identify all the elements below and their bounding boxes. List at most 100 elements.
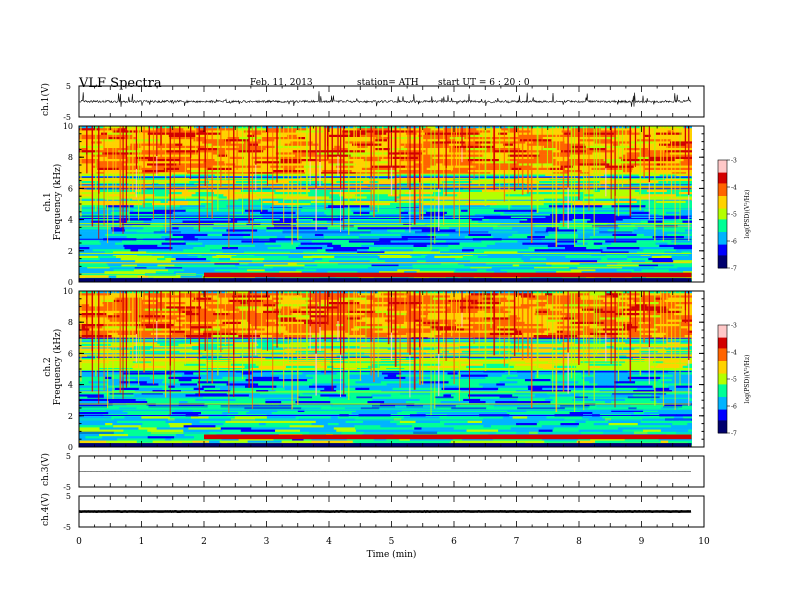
spectrogram-cell: [443, 192, 462, 195]
spectrogram-cell: [335, 165, 355, 169]
spectrogram-cell: [593, 189, 601, 193]
sferic-burst: [639, 291, 642, 376]
spectrogram-cell: [373, 383, 388, 386]
spectrogram-cell: [679, 394, 692, 397]
spectrogram-cell: [147, 132, 182, 136]
spectrogram-cell: [509, 363, 516, 367]
sferic-burst: [546, 291, 548, 336]
spectrogram-cell: [486, 139, 521, 142]
spectrogram-cell: [88, 308, 115, 312]
spectrogram-cell: [198, 218, 232, 221]
spectrogram-cell: [381, 236, 403, 239]
spectrogram-cell: [295, 401, 309, 404]
spectrogram-cell: [364, 416, 398, 419]
spectrogram-cell: [474, 214, 501, 217]
spectrogram-cell: [264, 317, 280, 320]
sferic-peak: [688, 126, 690, 196]
spectrogram-cell: [79, 141, 92, 144]
spectrogram-cell: [610, 440, 633, 444]
low-freq-floor: [79, 278, 692, 282]
spectrogram-cell: [670, 139, 692, 142]
spectrogram-cell: [681, 310, 692, 314]
spectrogram-cell: [352, 266, 369, 270]
spectrogram-cell: [678, 401, 692, 404]
sferic-peak: [445, 126, 447, 168]
spectrogram-cell: [573, 194, 581, 197]
spectrogram-cell: [281, 440, 312, 444]
spectrogram-cell: [166, 152, 199, 155]
spectrogram-cell: [679, 161, 692, 164]
spectrogram-cell: [288, 181, 299, 184]
spectrogram-cell: [511, 174, 522, 177]
sferic-peak: [394, 126, 396, 172]
spectrogram-cell: [134, 420, 167, 424]
spectrogram-cell: [298, 357, 319, 360]
spectrogram-cell: [322, 170, 353, 173]
spectrogram-cell: [89, 196, 123, 199]
spectrogram-cell: [501, 196, 538, 199]
spectrogram-cell: [198, 313, 214, 316]
spectrogram-cell: [114, 139, 134, 142]
spectrogram-cell: [223, 341, 258, 345]
spectrogram-cell: [411, 308, 447, 312]
spectrogram-cell: [643, 429, 662, 433]
colorbar-cell: [718, 386, 727, 389]
sferic-peak: [337, 126, 339, 157]
spectrogram-cell: [529, 240, 540, 243]
spectrogram-cell: [329, 192, 341, 195]
spectrogram-cell: [592, 412, 608, 415]
spectrogram-cell: [215, 156, 231, 160]
spectrogram-cell: [373, 141, 389, 144]
spectrogram-cell: [602, 249, 637, 252]
spectrogram-cell: [600, 128, 634, 131]
sferic-burst: [466, 291, 468, 324]
spectrogram-cell: [115, 387, 140, 391]
spectrogram-cell: [475, 291, 504, 294]
spectrogram-cell: [200, 317, 229, 320]
spectrogram-cell: [612, 392, 638, 395]
spectrogram-cell: [407, 159, 440, 162]
spectrogram-cell: [548, 247, 556, 250]
spectrogram-cell: [131, 240, 159, 243]
spectrogram-cell: [581, 308, 604, 312]
spectrogram-cell: [657, 409, 687, 413]
spectrogram-cell: [549, 255, 566, 259]
spectrogram-cell: [461, 192, 496, 195]
spectrogram-cell: [203, 332, 238, 336]
spectrogram-cell: [135, 379, 158, 382]
sferic-peak: [276, 126, 278, 160]
spectrogram-cell: [517, 176, 534, 180]
sferic-peak: [156, 291, 158, 322]
spectrogram-cell: [681, 412, 692, 415]
spectrogram-cell: [595, 269, 618, 272]
spectrogram-cell: [485, 163, 506, 166]
spectrogram-cell: [333, 203, 342, 206]
sferic-peak: [634, 291, 637, 316]
spectrogram-cell: [195, 128, 217, 131]
spectrogram-cell: [434, 409, 465, 413]
spectrogram-cell: [467, 209, 495, 213]
spectrogram-cell: [680, 209, 692, 213]
spectrogram-cell: [531, 341, 563, 345]
spectrogram-cell: [79, 392, 96, 395]
spectrogram-cell: [550, 385, 573, 389]
spectrogram-cell: [180, 398, 196, 402]
spectrogram-cell: [276, 249, 291, 252]
spectrogram-cell: [459, 315, 478, 318]
spectrogram-cell: [273, 308, 302, 312]
spectrogram-cell: [205, 363, 232, 367]
spectrogram-cell: [482, 297, 494, 301]
sferic-peak: [122, 291, 124, 356]
spectrogram-cell: [209, 440, 221, 444]
spectrogram-cell: [79, 390, 113, 393]
spectrogram-cell: [79, 381, 90, 384]
spectrogram-cell: [548, 194, 575, 197]
spectrogram-cell: [439, 416, 469, 419]
spectrogram-cell: [683, 170, 692, 173]
sferic-peak: [513, 126, 516, 166]
spectrogram-cell: [464, 381, 501, 384]
spectrogram-cell: [147, 429, 184, 433]
spectrogram-cell: [580, 295, 599, 298]
spectrogram-cell: [239, 348, 262, 351]
spectrogram-cell: [180, 251, 198, 254]
